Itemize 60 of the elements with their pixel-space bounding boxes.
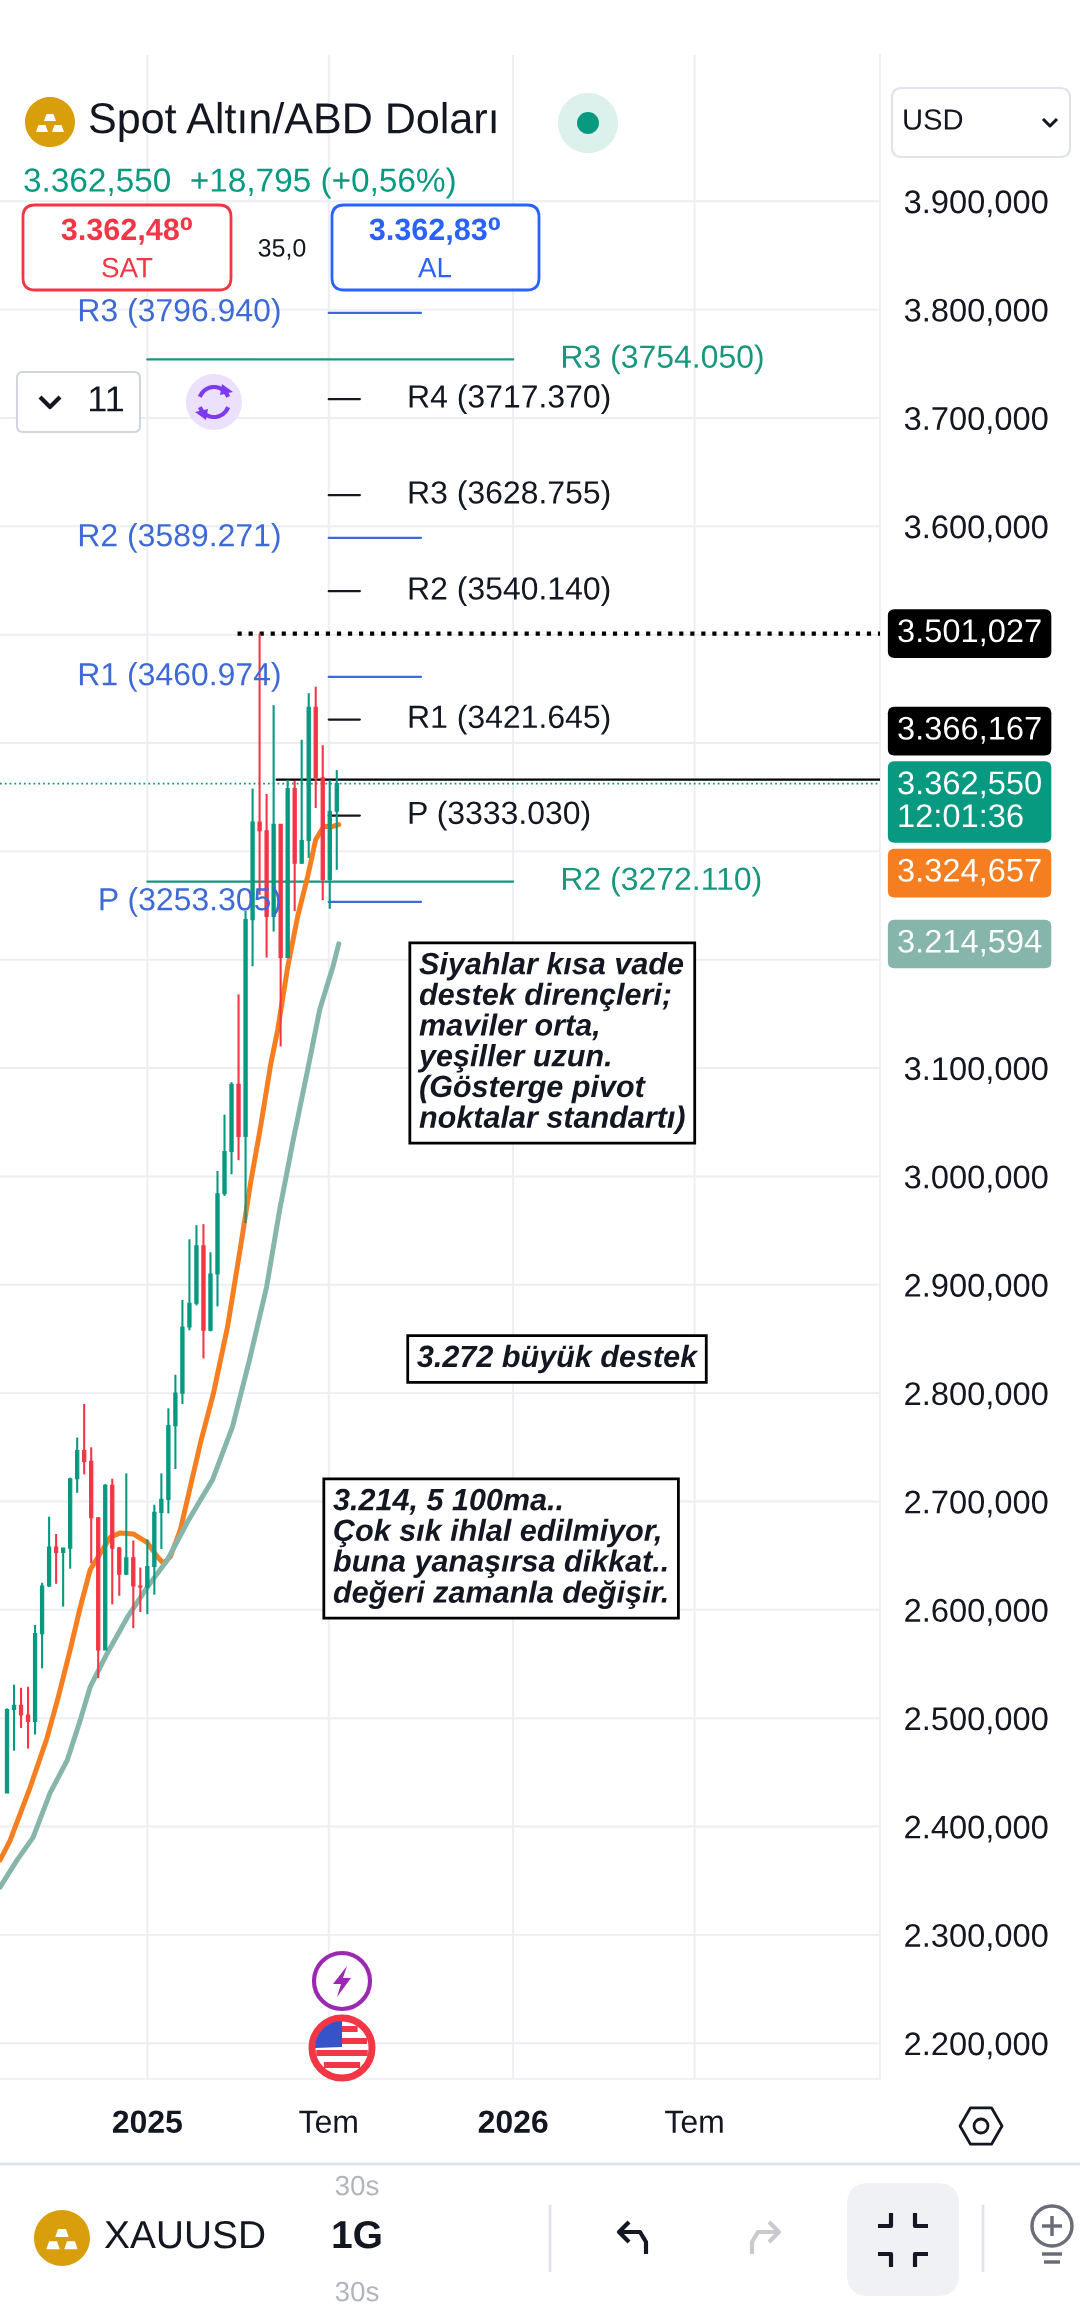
y-tick-label: 2.700,000 bbox=[905, 1490, 1048, 1518]
y-tick-label: 2.900,000 bbox=[905, 1273, 1048, 1301]
text: Spot Altın/ABD Doları bbox=[89, 101, 496, 143]
text: 3.362,550 +18,795 (+0,56%) bbox=[24, 167, 455, 199]
data-label: R2 (3589.271) bbox=[79, 523, 280, 553]
data-label: R2 (3272.110) bbox=[563, 866, 761, 897]
annotation: 3.362,83⁰ bbox=[369, 217, 500, 245]
data-label: R4 (3717.370) bbox=[409, 384, 610, 415]
x-tick-label: 2026 bbox=[478, 2110, 548, 2134]
y-tick-label: 2.600,000 bbox=[905, 1598, 1048, 1626]
y-tick-label: 3.000,000 bbox=[904, 1165, 1048, 1193]
candlestick bbox=[299, 738, 304, 865]
text: 30s bbox=[335, 2281, 379, 2302]
annotation: 11 bbox=[90, 386, 123, 412]
text: 3.214,594 bbox=[898, 929, 1042, 957]
data-label: R3 (3628.755) bbox=[409, 480, 610, 511]
y-tick-label: 2.200,000 bbox=[905, 2032, 1048, 2060]
candlestick bbox=[82, 1402, 87, 1476]
annotation: Siyahlar kısa vade destek dirençleri; maviler orta, yeşiller uzun. (Gösterge pivot noktalar standartı) bbox=[417, 952, 685, 1134]
text: 3.324,657 bbox=[898, 858, 1041, 886]
text: 30s bbox=[335, 2175, 379, 2196]
candlestick bbox=[53, 1532, 59, 1585]
y-tick-label: 2.300,000 bbox=[905, 1923, 1048, 1951]
y-tick-label: 3.100,000 bbox=[904, 1057, 1048, 1085]
data-label: R1 (3421.645) bbox=[409, 704, 610, 735]
x-tick-label: Tem bbox=[299, 2110, 357, 2134]
annotation: 3.362,48⁰ bbox=[61, 217, 192, 245]
y-tick-label: 2.800,000 bbox=[905, 1382, 1048, 1410]
ref-line-label: 3.362,550 12:01:36 bbox=[898, 771, 1041, 828]
y-tick-label: 3.900,000 bbox=[904, 190, 1048, 218]
x-tick-label: Tem bbox=[665, 2110, 723, 2134]
data-label: 3.501,027 bbox=[898, 619, 1041, 647]
data-label: 3.366,167 bbox=[898, 716, 1041, 744]
y-tick-label: 2.500,000 bbox=[905, 1707, 1048, 1735]
x-tick-label: 2025 bbox=[112, 2110, 182, 2134]
annotation: 3.214, 5 100ma.. Çok sık ihlal edilmiyor, buna yanaşırsa dikkat.. değeri zamanla değişir. bbox=[333, 1488, 667, 1609]
candlestick bbox=[25, 1685, 31, 1750]
annotation: AL bbox=[418, 258, 452, 278]
candlestick bbox=[145, 1538, 150, 1616]
candlestick bbox=[159, 1472, 164, 1551]
y-tick-label: 3.800,000 bbox=[904, 298, 1048, 326]
candlestick bbox=[187, 1238, 192, 1332]
candlestick bbox=[11, 1683, 17, 1752]
y-tick-label: 3.600,000 bbox=[904, 515, 1048, 543]
data-label: R2 (3540.140) bbox=[409, 576, 610, 607]
annotation: SAT bbox=[102, 257, 153, 278]
candlestick bbox=[138, 1566, 143, 1614]
annotation: 35,0 bbox=[258, 239, 306, 260]
data-label: P (3333.030) bbox=[409, 800, 590, 831]
annotation: 3.272 büyük destek bbox=[417, 1344, 699, 1374]
candlestick bbox=[60, 1547, 66, 1608]
y-tick-label: 2.400,000 bbox=[905, 1815, 1048, 1843]
candlestick bbox=[124, 1472, 129, 1577]
data-label: R3 (3754.050) bbox=[563, 344, 763, 375]
text: 1G bbox=[333, 2220, 381, 2249]
candlestick bbox=[18, 1686, 24, 1729]
y-tick-label: 3.700,000 bbox=[904, 407, 1048, 434]
data-label: R3 (3796.940) bbox=[79, 298, 280, 328]
text: XAUUSD bbox=[104, 2220, 265, 2249]
text: USD bbox=[904, 109, 963, 130]
